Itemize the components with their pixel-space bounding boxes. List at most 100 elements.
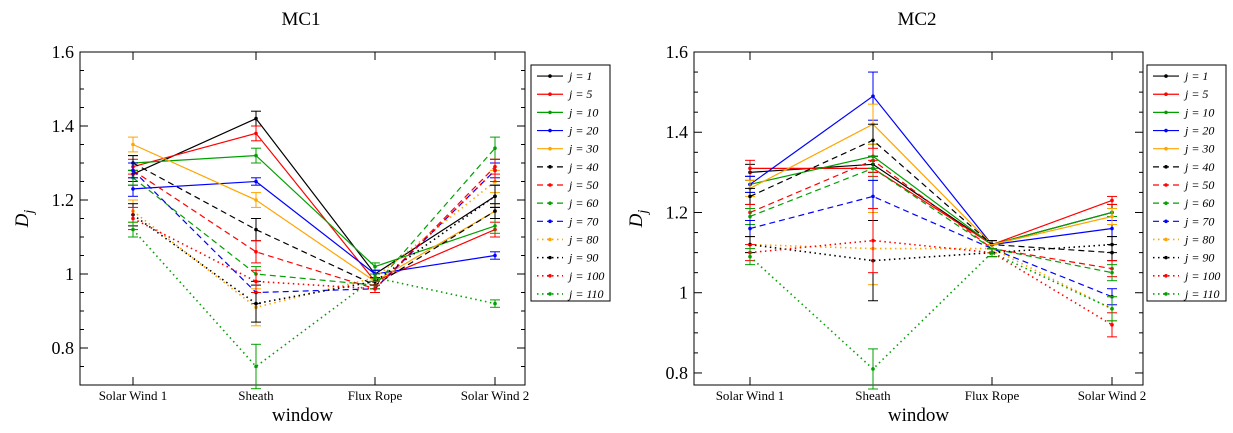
data-point — [871, 94, 875, 98]
series-line — [749, 139, 1113, 254]
data-point — [254, 250, 258, 254]
legend-marker — [1164, 110, 1168, 115]
series-line — [749, 123, 1113, 246]
legend-label: j = 70 — [1183, 214, 1214, 228]
legend-marker — [548, 92, 552, 97]
data-point — [748, 194, 752, 199]
x-tick-label: Flux Rope — [965, 388, 1020, 403]
x-axis-label: window — [888, 405, 950, 426]
legend-marker — [548, 255, 552, 260]
series-line — [132, 180, 496, 275]
series-line — [132, 195, 496, 305]
chart-panel-1: MC1 0.8 1 1.2 1.4 1.6 Solar Wind 1 Sheath Flux R… — [12, 9, 611, 426]
legend-marker — [1164, 237, 1168, 242]
plot-frame — [693, 51, 1144, 386]
legend-marker — [1164, 201, 1168, 205]
series-line — [132, 154, 496, 268]
series-line — [132, 162, 496, 286]
data-point — [1110, 323, 1114, 327]
series-j30 — [745, 103, 1117, 250]
series-line — [749, 159, 1113, 270]
data-point — [254, 227, 258, 232]
legend-marker — [548, 183, 552, 187]
data-point — [871, 367, 875, 371]
legend-label: j = 50 — [1183, 178, 1214, 192]
data-point — [131, 142, 135, 147]
data-point — [373, 287, 377, 291]
series-j70 — [128, 162, 500, 305]
data-point — [871, 194, 875, 199]
series-line — [749, 195, 1113, 298]
x-tick-label: Solar Wind 2 — [461, 388, 530, 403]
legend-marker — [1164, 146, 1168, 151]
legend-marker — [1164, 183, 1168, 187]
data-point — [493, 301, 497, 306]
legend-marker — [548, 273, 552, 278]
legend-label: j = 60 — [1183, 196, 1214, 210]
legend-marker — [548, 219, 552, 224]
plot-frame — [79, 51, 526, 386]
legend-marker — [548, 110, 552, 115]
series-line — [132, 147, 496, 286]
y-tick-label: 1.6 — [52, 42, 75, 62]
legend-marker — [1164, 74, 1168, 78]
data-point — [493, 253, 497, 258]
series-line — [749, 251, 1113, 371]
data-point — [748, 166, 752, 171]
y-tick-label: 1.2 — [666, 202, 689, 222]
series-j20 — [128, 177, 500, 279]
series-line — [132, 166, 496, 290]
legend-label: j = 110 — [567, 287, 604, 301]
series-line — [749, 243, 1113, 262]
legend-label: j = 80 — [567, 232, 598, 246]
legend-marker — [548, 128, 552, 133]
series-line — [132, 229, 496, 368]
series-j110 — [745, 248, 1117, 390]
series-line — [132, 180, 496, 309]
data-point — [493, 146, 497, 150]
data-point — [131, 187, 135, 191]
data-point — [254, 179, 258, 184]
legend-label: j = 90 — [567, 251, 598, 265]
legend-marker — [1164, 219, 1168, 224]
x-tick-label: Sheath — [855, 388, 891, 403]
legend-label: j = 10 — [567, 105, 598, 119]
series-line — [132, 143, 496, 283]
x-axis-label: window — [272, 405, 334, 426]
series-line — [749, 163, 1113, 246]
chart-panel-2: MC2 0.8 1 1.2 1.4 1.6 Solar Wind 1 Sheath Flux R… — [626, 9, 1227, 426]
data-point — [990, 250, 994, 255]
data-point — [254, 116, 258, 121]
series-line — [750, 167, 1113, 246]
legend-label: j = 20 — [1183, 124, 1214, 138]
series-line — [749, 95, 1113, 246]
y-tick-label: 0.8 — [666, 363, 689, 383]
y-tick-label: 1.4 — [666, 122, 689, 142]
legend-marker — [1164, 292, 1168, 296]
data-point — [748, 254, 752, 259]
legend-label: j = 70 — [567, 214, 598, 228]
series-line — [132, 117, 496, 275]
data-point — [373, 264, 377, 269]
data-point — [254, 153, 258, 158]
data-point — [254, 279, 258, 284]
legend-marker — [1164, 273, 1168, 278]
legend-label: j = 5 — [1183, 87, 1208, 101]
data-point — [493, 194, 497, 199]
x-tick-label: Solar Wind 2 — [1078, 388, 1147, 403]
series-line — [749, 167, 1113, 274]
data-point — [254, 364, 258, 369]
chart-title: MC1 — [281, 9, 320, 30]
legend-label: j = 1 — [567, 69, 592, 83]
y-axis-label: Dj — [626, 210, 651, 229]
series-j100 — [745, 207, 1117, 338]
y-axis-label: Dj — [12, 210, 37, 229]
legend-label: j = 80 — [1183, 232, 1214, 246]
y-tick-label: 1.6 — [666, 42, 689, 62]
legend-marker — [1164, 128, 1168, 133]
series-j110 — [128, 221, 500, 390]
legend-marker — [1164, 255, 1168, 260]
series-j40 — [128, 155, 500, 290]
legend-label: j = 50 — [567, 178, 598, 192]
legend: j = 1 j = 5 j = 10 j = 20 j = 30 j = 40 j = 50… — [530, 64, 611, 302]
